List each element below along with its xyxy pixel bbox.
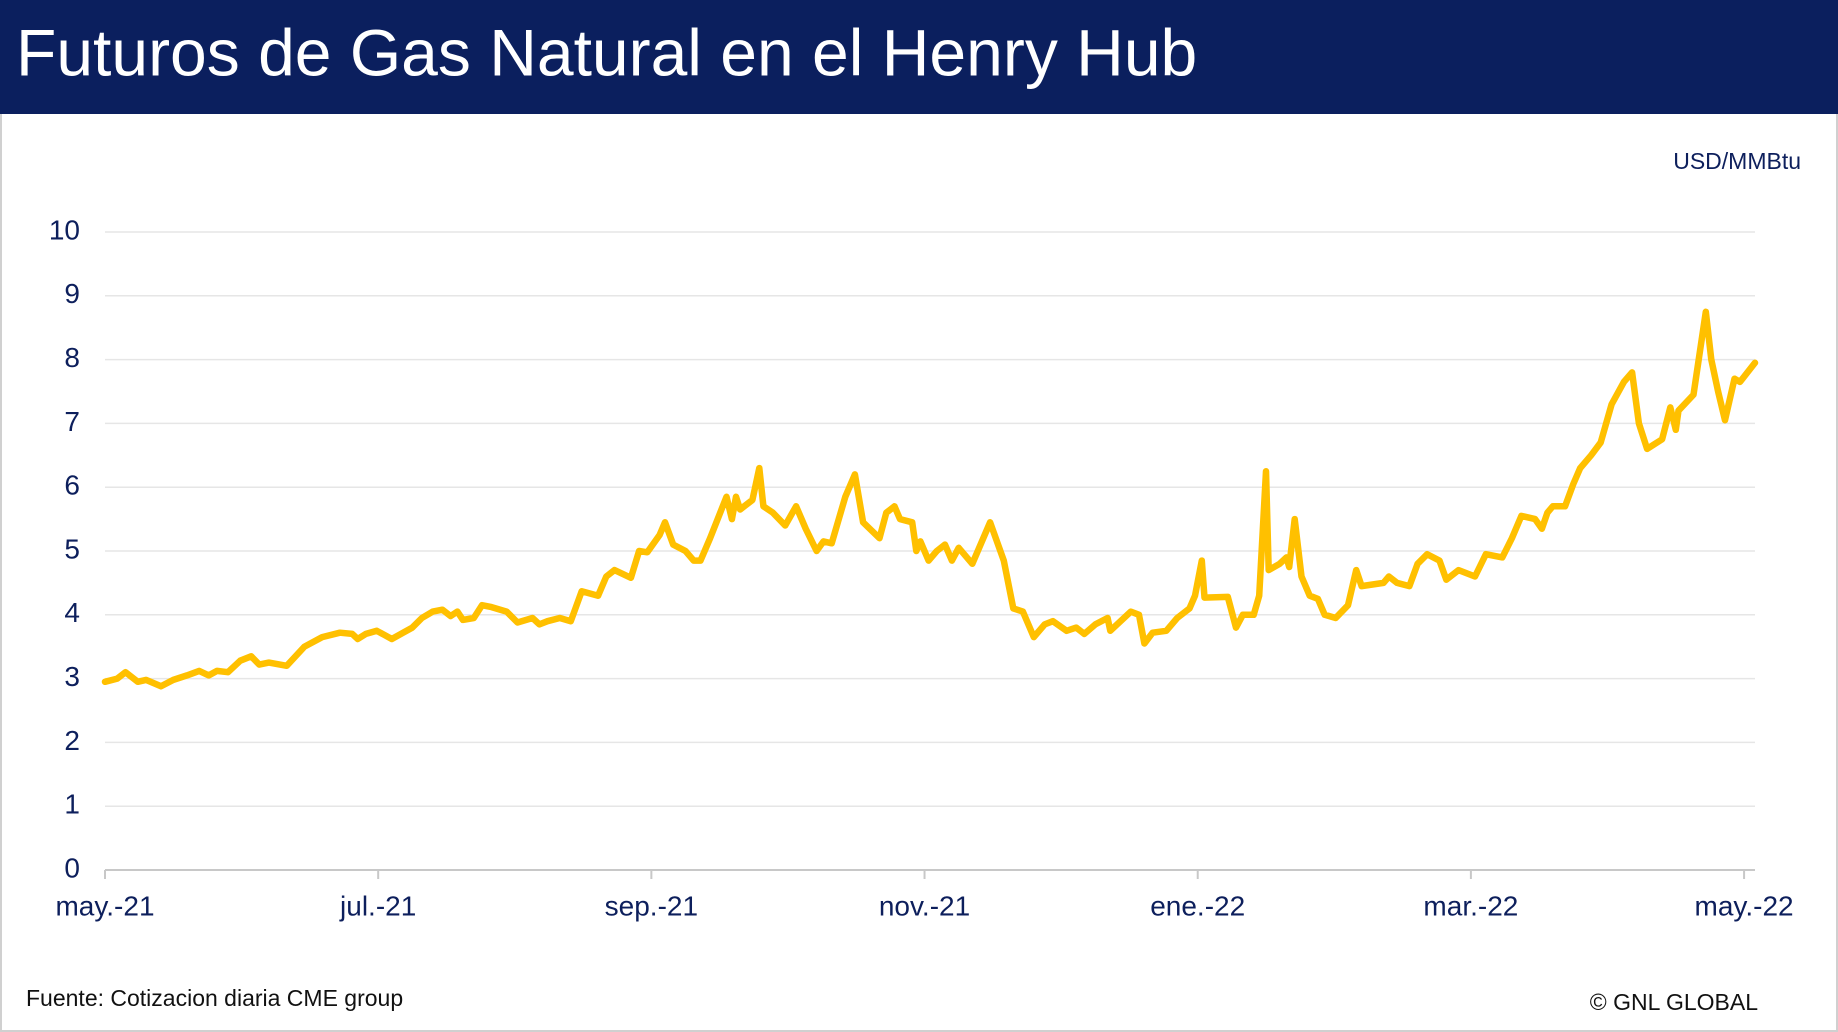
x-tick-label: may.-21 (55, 890, 154, 921)
x-tick-label: jul.-21 (339, 890, 416, 921)
y-tick-label: 3 (64, 661, 80, 692)
unit-label: USD/MMBtu (1673, 148, 1801, 174)
y-tick-label: 10 (49, 214, 80, 245)
price-line (101, 308, 1759, 690)
x-tick-label: sep.-21 (605, 890, 698, 921)
x-tick-label: may.-22 (1695, 890, 1794, 921)
y-tick-label: 6 (64, 470, 80, 501)
y-tick-label: 0 (64, 852, 80, 883)
y-tick-label: 4 (64, 597, 80, 628)
x-tick-label: mar.-22 (1423, 890, 1518, 921)
chart-title: Futuros de Gas Natural en el Henry Hub (16, 15, 1197, 89)
credit: © GNL GLOBAL (1590, 989, 1758, 1015)
y-tick-label: 5 (64, 533, 80, 564)
title-bar (0, 0, 1838, 114)
x-tick-label: ene.-22 (1150, 890, 1245, 921)
y-tick-label: 1 (64, 789, 80, 820)
y-tick-label: 9 (64, 278, 80, 309)
source-note: Fuente: Cotizacion diaria CME group (26, 985, 403, 1011)
y-tick-label: 2 (64, 725, 80, 756)
y-tick-label: 7 (64, 406, 80, 437)
y-tick-label: 8 (64, 342, 80, 373)
x-tick-label: nov.-21 (879, 890, 970, 921)
